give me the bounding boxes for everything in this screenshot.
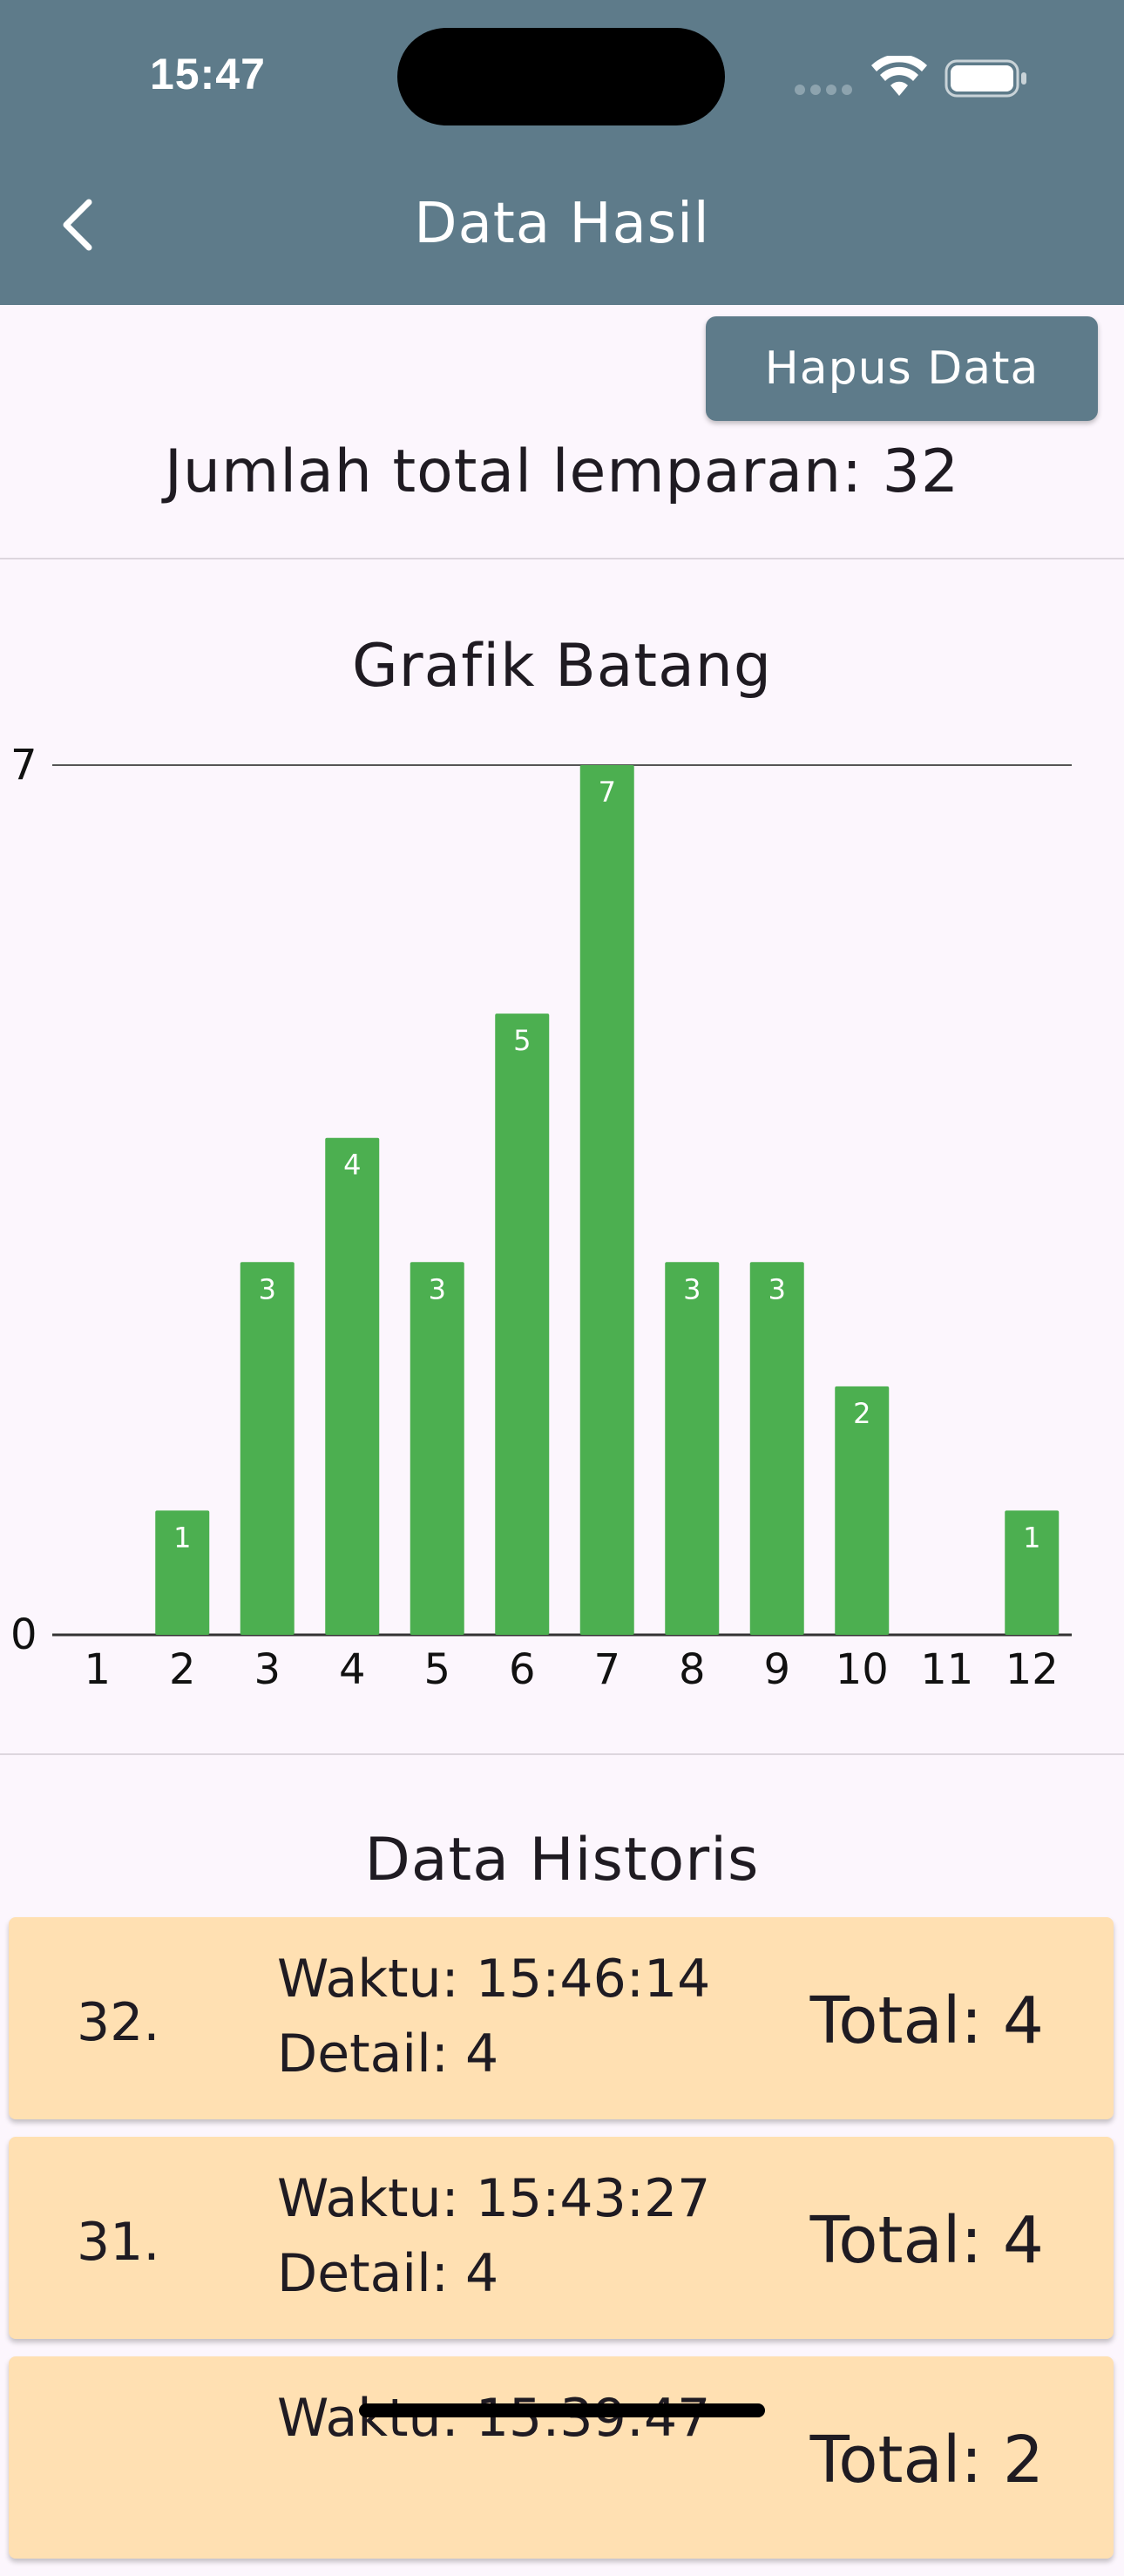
bar [240, 1262, 295, 1635]
x-tick-label: 5 [423, 1645, 450, 1694]
history-number: 31. [77, 2212, 160, 2273]
history-card[interactable]: 31. Waktu: 15:43:27 Detail: 4 Total: 4 [9, 2137, 1114, 2339]
bar-value-label: 3 [429, 1272, 446, 1305]
bar-value-label: 2 [853, 1397, 870, 1430]
history-time: Waktu: 15:39:47 [277, 2388, 711, 2449]
x-tick-label: 6 [509, 1645, 536, 1694]
bar [155, 1510, 210, 1635]
divider [0, 1753, 1124, 1755]
history-time: Waktu: 15:46:14 [277, 1949, 711, 2010]
bar-value-label: 1 [1023, 1521, 1040, 1554]
status-time: 15:47 [150, 50, 266, 98]
bar [665, 1262, 720, 1635]
wifi-icon [871, 56, 927, 96]
x-tick-label: 12 [1006, 1645, 1059, 1694]
history-total: Total: 4 [809, 1983, 1044, 2058]
bar-value-label: 3 [259, 1272, 276, 1305]
x-tick-label: 9 [763, 1645, 790, 1694]
back-button[interactable] [45, 193, 108, 256]
page-title: Data Hasil [414, 192, 710, 256]
dynamic-island [397, 28, 725, 125]
y-tick-label: 0 [10, 1610, 37, 1659]
history-card[interactable]: Waktu: 15:39:47 Total: 2 [9, 2356, 1114, 2559]
x-tick-label: 8 [679, 1645, 706, 1694]
divider [0, 558, 1124, 559]
x-tick-label: 10 [836, 1645, 889, 1694]
history-detail: Detail: 4 [277, 2243, 499, 2304]
x-tick-label: 11 [920, 1645, 973, 1694]
history-card[interactable]: 32. Waktu: 15:46:14 Detail: 4 Total: 4 [9, 1917, 1114, 2119]
bar [410, 1262, 464, 1635]
history-total: Total: 2 [809, 2423, 1044, 2498]
bar [325, 1137, 380, 1635]
y-tick-label: 7 [10, 741, 37, 790]
x-tick-label: 7 [593, 1645, 620, 1694]
bar [495, 1013, 550, 1635]
history-time: Waktu: 15:43:27 [277, 2168, 711, 2229]
history-title: Data Historis [364, 1826, 760, 1895]
bar-value-label: 4 [343, 1149, 361, 1182]
bar [835, 1386, 890, 1635]
bar-value-label: 1 [173, 1521, 191, 1554]
bar-value-label: 7 [599, 776, 616, 809]
bar [579, 765, 634, 1635]
cellular-signal-icon [795, 82, 857, 98]
x-tick-label: 2 [169, 1645, 196, 1694]
delete-data-button[interactable]: Hapus Data [706, 316, 1098, 421]
bar-value-label: 3 [769, 1272, 786, 1305]
x-tick-label: 1 [84, 1645, 111, 1694]
total-throws-text: Jumlah total lemparan: 32 [164, 437, 960, 506]
bar [749, 1262, 804, 1635]
home-indicator [359, 2403, 765, 2417]
app-bar: 15:47 Data Hasil [0, 0, 1124, 305]
chevron-left-icon [63, 199, 92, 251]
x-tick-label: 3 [254, 1645, 281, 1694]
chart-title: Grafik Batang [351, 632, 773, 701]
bar [1005, 1510, 1060, 1635]
battery-icon [945, 59, 1026, 98]
history-list: 32. Waktu: 15:46:14 Detail: 4 Total: 4 3… [9, 1917, 1115, 2576]
bar-value-label: 5 [513, 1024, 531, 1057]
bar-value-label: 3 [683, 1272, 701, 1305]
history-number: 32. [77, 1992, 160, 2053]
history-detail: Detail: 4 [277, 2024, 499, 2085]
x-tick-label: 4 [339, 1645, 366, 1694]
history-total: Total: 4 [809, 2203, 1044, 2278]
